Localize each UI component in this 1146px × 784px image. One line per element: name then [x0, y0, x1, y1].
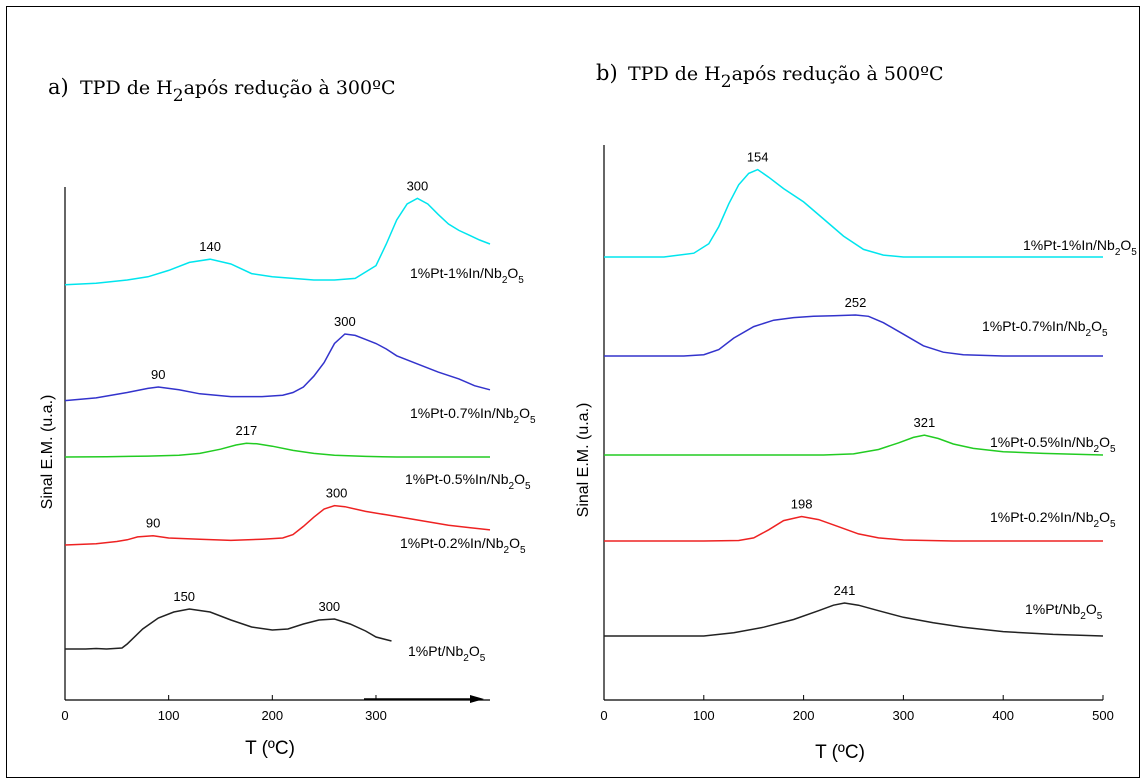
x-tick-label: 100 [693, 708, 715, 723]
series-label: 1%Pt-0.7%In/Nb2O5 [982, 318, 1108, 339]
x-tick-label: 0 [600, 708, 607, 723]
svg-text:TPD de H2após redução à 300ºC: TPD de H2após redução à 300ºC [80, 77, 396, 106]
panel-a-title-post: após redução à 300ºC [184, 77, 396, 99]
series-label: 1%Pt-0.2%In/Nb2O5 [400, 535, 526, 556]
peak-label: 198 [791, 497, 813, 512]
peak-label: 300 [326, 486, 348, 501]
series-label: 1%Pt-0.7%In/Nb2O5 [410, 405, 536, 426]
panel-a-ylabel: Sinal E.M. (u.a.) [39, 395, 56, 510]
series-label: 1%Pt/Nb2O5 [1025, 601, 1103, 622]
panel-a-xlabel: T (ºC) [245, 738, 295, 759]
panel-b-label: b) [596, 61, 618, 85]
x-tick-label: 300 [893, 708, 915, 723]
series-line [64, 442, 490, 458]
series-label: 1%Pt-0.2%In/Nb2O5 [990, 509, 1116, 530]
x-tick-label: 200 [793, 708, 815, 723]
peak-label: 150 [173, 589, 195, 604]
peak-label: 241 [834, 583, 856, 598]
panel-a-arrow-head [470, 695, 484, 703]
peak-label: 300 [318, 599, 340, 614]
panel-b-ylabel: Sinal E.M. (u.a.) [575, 403, 592, 518]
x-tick-label: 200 [261, 708, 283, 723]
panel-a-label: a) [48, 75, 69, 99]
series-label: 1%Pt/Nb2O5 [408, 643, 486, 664]
series-line [64, 197, 491, 286]
panel-b-title-sub: 2 [721, 72, 732, 92]
peak-label: 90 [146, 516, 160, 531]
panel-b: b) TPD de H2após redução à 500ºC Sinal E… [575, 61, 1137, 763]
panel-b-title-post: após redução à 500ºC [732, 63, 944, 85]
peak-label: 140 [199, 239, 221, 254]
panel-a-title-pre: TPD de H [80, 77, 173, 99]
series-label: 1%Pt-1%In/Nb2O5 [1023, 237, 1137, 258]
peak-label: 300 [407, 178, 429, 193]
x-tick-label: 300 [365, 708, 387, 723]
x-tick-label: 0 [61, 708, 68, 723]
series-line [65, 608, 392, 650]
peak-label: 90 [151, 367, 165, 382]
series-label: 1%Pt-1%In/Nb2O5 [410, 265, 524, 286]
peak-label: 154 [747, 150, 769, 165]
series-label: 1%Pt-0.5%In/Nb2O5 [990, 434, 1116, 455]
panel-a-title-sub: 2 [173, 86, 184, 106]
x-tick-label: 100 [158, 708, 180, 723]
series-label: 1%Pt-0.5%In/Nb2O5 [405, 471, 531, 492]
series-line [604, 434, 1104, 456]
series-line [604, 602, 1104, 637]
series-line [604, 515, 1103, 542]
figure-frame [6, 6, 1140, 778]
series-line [604, 314, 1103, 357]
panel-b-title-pre: TPD de H [628, 63, 721, 85]
series-line [604, 168, 1103, 258]
x-tick-label: 400 [992, 708, 1014, 723]
series-line [64, 504, 491, 546]
svg-text:TPD de H2após redução à 500ºC: TPD de H2após redução à 500ºC [628, 63, 944, 92]
series-line [64, 333, 491, 402]
peak-label: 217 [236, 423, 258, 438]
peak-label: 321 [914, 415, 936, 430]
panel-b-xlabel: T (ºC) [815, 742, 865, 763]
peak-label: 300 [334, 314, 356, 329]
peak-label: 252 [845, 295, 867, 310]
x-tick-label: 500 [1092, 708, 1114, 723]
panel-a: a) TPD de H2após redução à 300ºC Sinal E… [39, 75, 536, 759]
